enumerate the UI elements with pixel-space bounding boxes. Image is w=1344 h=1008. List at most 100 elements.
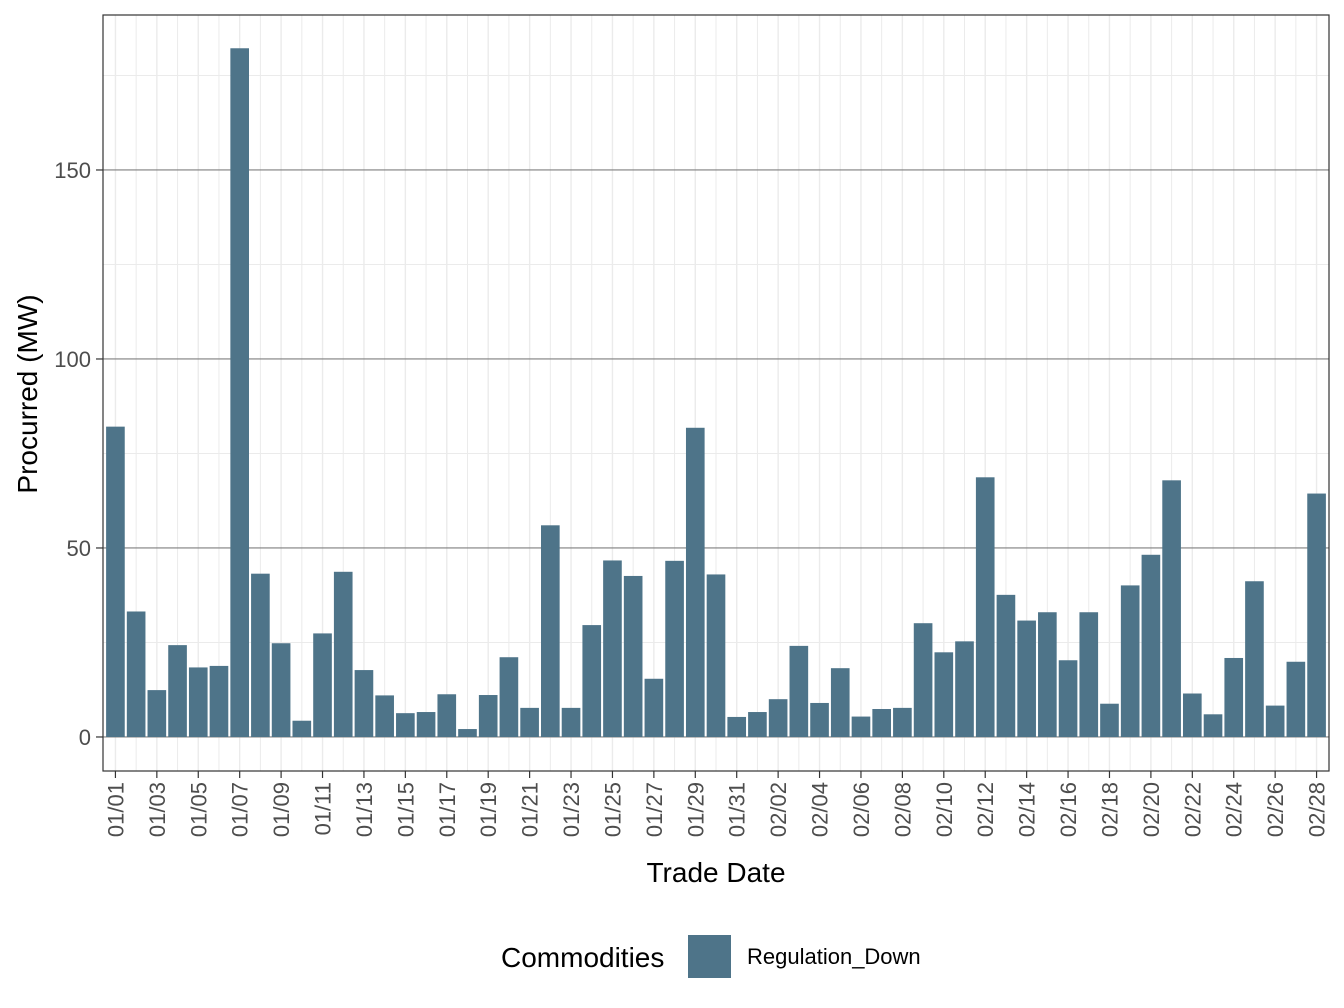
x-tick-label: 01/07 <box>228 782 253 837</box>
bar <box>126 611 146 737</box>
y-tick-label: 0 <box>79 725 91 750</box>
bar <box>810 702 829 737</box>
x-tick-label: 02/14 <box>1015 782 1040 837</box>
x-tick-label: 01/17 <box>435 782 460 837</box>
bar <box>768 699 788 737</box>
bar <box>975 477 995 737</box>
bar <box>1079 612 1099 737</box>
bar <box>830 668 850 737</box>
y-tick-label: 150 <box>54 158 91 183</box>
y-tick-label: 100 <box>54 347 91 372</box>
bar <box>375 695 394 737</box>
bar <box>644 678 664 737</box>
bar <box>354 670 374 737</box>
x-tick-label: 01/05 <box>186 782 211 837</box>
bar <box>1203 714 1223 737</box>
y-axis-title: Procurred (MW) <box>12 294 43 493</box>
bar <box>748 712 767 737</box>
bar <box>1141 554 1161 737</box>
y-axis: 0 50 100 150 <box>54 158 103 750</box>
bar <box>665 560 684 737</box>
bar <box>1038 612 1057 737</box>
x-tick-label: 01/27 <box>642 782 667 837</box>
x-tick-label: 01/23 <box>559 782 584 837</box>
bar <box>1058 660 1078 737</box>
bar <box>706 574 726 737</box>
bar <box>1162 480 1181 737</box>
bar <box>1265 705 1285 737</box>
bar <box>1224 657 1244 737</box>
x-axis: 01/01 01/03 01/05 01/07 01/09 01/11 01/13 01/15… <box>103 771 1330 837</box>
x-tick-label: 01/09 <box>269 782 294 837</box>
bar <box>458 729 477 737</box>
legend-label: Regulation_Down <box>747 944 921 969</box>
bar <box>603 560 622 737</box>
x-tick-label: 01/01 <box>103 782 128 837</box>
bar <box>333 571 353 737</box>
bar <box>1245 581 1264 737</box>
x-tick-label: 01/31 <box>725 782 750 837</box>
bar <box>934 652 954 737</box>
bar <box>106 426 125 737</box>
bar <box>147 690 167 737</box>
x-tick-label: 01/03 <box>145 782 170 837</box>
panel-border <box>102 14 1330 772</box>
bar <box>168 645 187 737</box>
y-tick-label: 50 <box>67 536 91 561</box>
bar <box>396 713 415 737</box>
bar <box>271 643 291 737</box>
x-axis-title: Trade Date <box>646 857 785 888</box>
x-tick-label: 02/22 <box>1180 782 1205 837</box>
bar <box>851 716 871 737</box>
bar <box>1017 620 1036 737</box>
bar <box>996 594 1016 737</box>
bar <box>230 48 250 737</box>
bar <box>313 633 332 737</box>
bar <box>437 694 457 737</box>
bar <box>1182 693 1202 737</box>
bar <box>789 645 809 737</box>
bar <box>1307 493 1326 737</box>
x-tick-label: 02/28 <box>1305 782 1330 837</box>
bar <box>1120 585 1140 737</box>
bar <box>727 716 747 737</box>
x-tick-label: 02/06 <box>849 782 874 837</box>
bar <box>582 625 602 737</box>
x-tick-label: 02/20 <box>1139 782 1164 837</box>
bar <box>872 709 891 737</box>
x-tick-label: 01/25 <box>600 782 625 837</box>
x-tick-label: 02/26 <box>1263 782 1288 837</box>
bar <box>955 641 974 737</box>
x-tick-label: 01/19 <box>476 782 501 837</box>
x-tick-label: 02/12 <box>973 782 998 837</box>
x-tick-label: 01/29 <box>683 782 708 837</box>
bar <box>685 427 705 737</box>
legend-title: Commodities <box>501 942 664 973</box>
bar <box>416 712 436 737</box>
bar <box>913 623 933 737</box>
bars <box>106 48 1326 737</box>
x-tick-label: 01/21 <box>518 782 543 837</box>
x-tick-label: 01/11 <box>311 782 336 835</box>
legend-key-swatch <box>688 935 731 978</box>
bar <box>1100 703 1119 737</box>
bar <box>520 707 539 737</box>
x-tick-label: 02/16 <box>1056 782 1081 837</box>
x-tick-label: 02/02 <box>766 782 791 837</box>
x-tick-label: 02/04 <box>808 782 833 837</box>
x-tick-label: 01/13 <box>352 782 377 837</box>
bar <box>541 525 560 737</box>
x-tick-label: 02/10 <box>932 782 957 837</box>
bar <box>893 707 912 737</box>
x-tick-label: 02/18 <box>1097 782 1122 837</box>
bar <box>561 707 581 737</box>
legend: Commodities Regulation_Down <box>501 935 921 978</box>
x-tick-label: 02/08 <box>890 782 915 837</box>
bar <box>623 575 643 737</box>
bar <box>188 667 208 737</box>
bar <box>209 665 229 737</box>
bar <box>478 695 498 737</box>
x-tick-label: 01/15 <box>393 782 418 837</box>
bar <box>1286 661 1306 737</box>
